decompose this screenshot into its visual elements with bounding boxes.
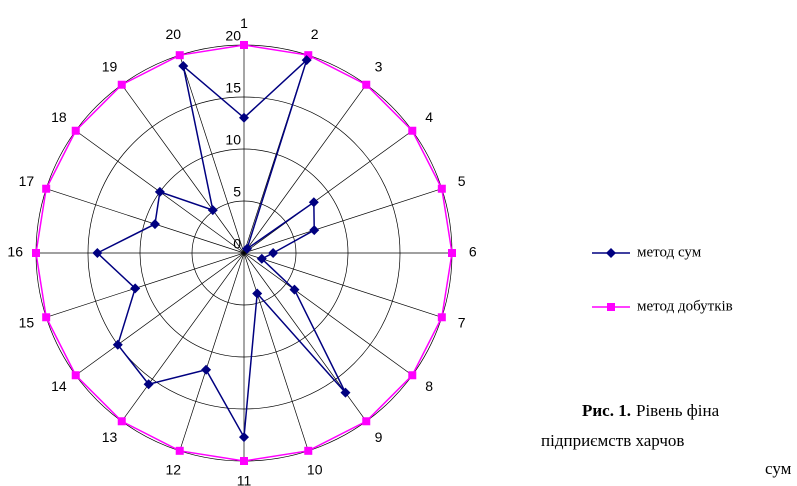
category-label: 16 bbox=[7, 244, 23, 260]
spoke bbox=[46, 188, 245, 254]
marker bbox=[340, 387, 351, 398]
marker bbox=[201, 364, 212, 375]
spoke bbox=[75, 252, 245, 376]
spoke bbox=[121, 252, 245, 422]
marker bbox=[362, 417, 371, 426]
marker bbox=[71, 126, 80, 135]
r-tick-label: 20 bbox=[225, 28, 241, 44]
marker bbox=[448, 249, 456, 257]
r-tick-label: 5 bbox=[233, 184, 241, 200]
marker bbox=[175, 51, 184, 60]
marker bbox=[308, 197, 319, 208]
marker bbox=[207, 205, 218, 216]
legend-marker bbox=[606, 248, 616, 258]
category-label: 2 bbox=[311, 26, 319, 42]
marker bbox=[239, 112, 249, 123]
marker bbox=[154, 186, 165, 197]
marker bbox=[149, 219, 160, 230]
caption-line: сум bbox=[765, 459, 792, 478]
spoke bbox=[179, 55, 245, 254]
series-line bbox=[96, 57, 347, 440]
category-label: 10 bbox=[307, 461, 323, 477]
category-label: 13 bbox=[102, 429, 118, 445]
category-label: 17 bbox=[19, 173, 35, 189]
category-label: 7 bbox=[458, 314, 466, 330]
marker bbox=[437, 184, 446, 193]
marker bbox=[130, 283, 141, 294]
category-label: 19 bbox=[102, 59, 118, 75]
spoke bbox=[243, 252, 309, 451]
category-label: 14 bbox=[51, 378, 67, 394]
marker bbox=[242, 243, 253, 254]
marker bbox=[117, 80, 126, 89]
spoke bbox=[243, 252, 442, 318]
spoke bbox=[46, 252, 245, 318]
marker bbox=[239, 432, 249, 443]
spoke bbox=[243, 188, 442, 254]
caption-line: Рівень фіна bbox=[636, 401, 720, 420]
category-label: 15 bbox=[19, 314, 35, 330]
marker bbox=[92, 248, 103, 258]
caption-label: Рис. 1. bbox=[582, 401, 631, 420]
spoke bbox=[121, 84, 245, 254]
category-label: 18 bbox=[51, 109, 67, 125]
marker bbox=[256, 253, 267, 264]
category-label: 3 bbox=[375, 59, 383, 75]
marker bbox=[362, 80, 371, 89]
spoke bbox=[179, 252, 245, 451]
marker bbox=[143, 379, 154, 390]
category-label: 1 bbox=[240, 15, 248, 31]
caption: Рис. 1. Рівень фіна bbox=[582, 401, 720, 420]
marker bbox=[178, 61, 189, 72]
marker bbox=[175, 446, 184, 455]
marker bbox=[240, 41, 248, 49]
marker bbox=[42, 313, 51, 322]
category-label: 12 bbox=[166, 461, 182, 477]
legend-label: метод сум bbox=[637, 244, 702, 260]
marker bbox=[252, 288, 263, 299]
marker bbox=[304, 51, 313, 60]
marker bbox=[289, 284, 300, 295]
marker bbox=[32, 249, 40, 257]
marker bbox=[71, 371, 80, 380]
r-tick-label: 15 bbox=[225, 80, 241, 96]
marker bbox=[408, 126, 417, 135]
category-label: 8 bbox=[425, 378, 433, 394]
category-label: 11 bbox=[237, 473, 252, 486]
r-tick-label: 10 bbox=[225, 132, 241, 148]
marker bbox=[309, 225, 320, 236]
category-label: 9 bbox=[375, 429, 383, 445]
marker bbox=[268, 248, 279, 258]
marker bbox=[304, 446, 313, 455]
marker bbox=[42, 184, 51, 193]
r-tick-label: 0 bbox=[233, 236, 241, 252]
spoke bbox=[243, 252, 367, 422]
category-label: 6 bbox=[469, 244, 477, 260]
marker bbox=[112, 339, 123, 350]
caption-line: підприємств харчов bbox=[541, 431, 684, 450]
marker bbox=[301, 55, 312, 66]
marker bbox=[240, 457, 248, 465]
spoke bbox=[243, 130, 413, 254]
marker bbox=[117, 417, 126, 426]
legend-marker bbox=[607, 303, 615, 311]
category-label: 20 bbox=[166, 26, 182, 42]
spoke bbox=[243, 84, 367, 254]
spoke bbox=[243, 252, 413, 376]
marker bbox=[408, 371, 417, 380]
category-label: 4 bbox=[425, 109, 433, 125]
marker bbox=[437, 313, 446, 322]
legend-label: метод добутків bbox=[637, 298, 733, 314]
category-label: 5 bbox=[458, 173, 466, 189]
